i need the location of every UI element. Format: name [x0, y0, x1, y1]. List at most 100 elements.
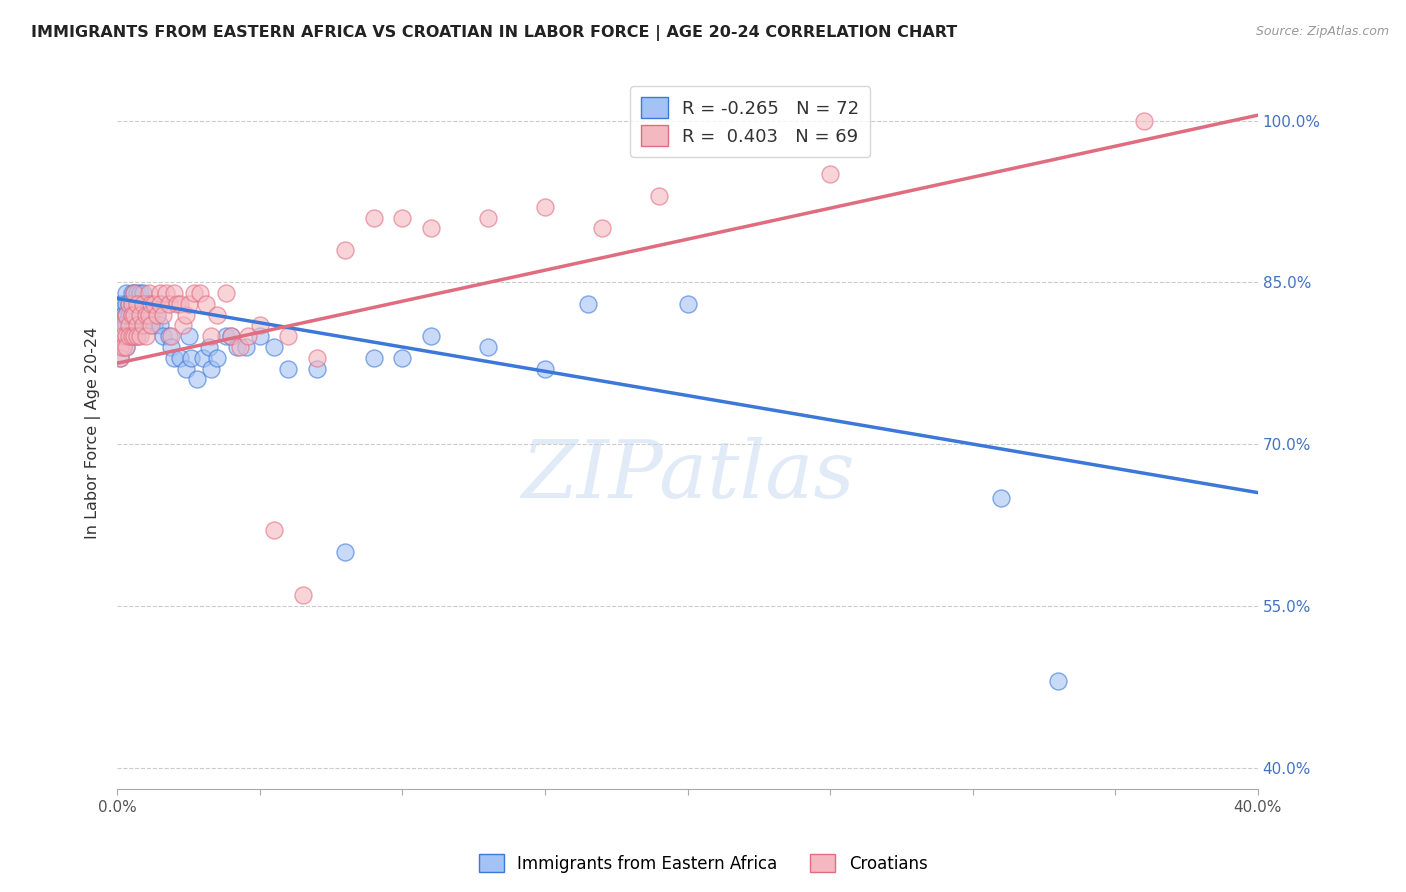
- Legend: Immigrants from Eastern Africa, Croatians: Immigrants from Eastern Africa, Croatian…: [472, 847, 934, 880]
- Point: [132, 318, 155, 333]
- Point: [108, 340, 131, 354]
- Point: [163, 286, 186, 301]
- Point: [127, 329, 149, 343]
- Point: [363, 351, 385, 365]
- Point: [114, 329, 136, 343]
- Point: [177, 329, 200, 343]
- Point: [143, 318, 166, 333]
- Point: [141, 308, 163, 322]
- Point: [180, 351, 202, 365]
- Point: [138, 297, 160, 311]
- Point: [127, 329, 149, 343]
- Point: [138, 318, 160, 333]
- Point: [118, 329, 141, 343]
- Point: [305, 361, 328, 376]
- Point: [391, 211, 413, 225]
- Point: [226, 340, 249, 354]
- Point: [363, 211, 385, 225]
- Point: [129, 308, 152, 322]
- Point: [648, 189, 671, 203]
- Point: [191, 351, 214, 365]
- Point: [186, 372, 208, 386]
- Point: [391, 351, 413, 365]
- Point: [114, 286, 136, 301]
- Point: [235, 340, 257, 354]
- Point: [114, 308, 136, 322]
- Point: [118, 329, 141, 343]
- Point: [135, 308, 157, 322]
- Point: [121, 286, 143, 301]
- Point: [111, 340, 134, 354]
- Point: [108, 329, 131, 343]
- Point: [335, 545, 357, 559]
- Point: [114, 340, 136, 354]
- Point: [188, 286, 211, 301]
- Point: [143, 297, 166, 311]
- Point: [118, 308, 141, 322]
- Point: [124, 318, 146, 333]
- Point: [108, 351, 131, 365]
- Point: [205, 351, 228, 365]
- Point: [169, 297, 191, 311]
- Point: [1047, 674, 1070, 689]
- Point: [477, 211, 499, 225]
- Text: ZIPatlas: ZIPatlas: [520, 437, 855, 515]
- Point: [111, 329, 134, 343]
- Point: [291, 588, 314, 602]
- Point: [174, 361, 197, 376]
- Point: [277, 361, 299, 376]
- Point: [205, 308, 228, 322]
- Text: IMMIGRANTS FROM EASTERN AFRICA VS CROATIAN IN LABOR FORCE | AGE 20-24 CORRELATIO: IMMIGRANTS FROM EASTERN AFRICA VS CROATI…: [31, 25, 957, 41]
- Point: [174, 308, 197, 322]
- Point: [419, 221, 441, 235]
- Point: [249, 329, 271, 343]
- Text: Source: ZipAtlas.com: Source: ZipAtlas.com: [1256, 25, 1389, 38]
- Point: [127, 318, 149, 333]
- Point: [200, 361, 222, 376]
- Point: [149, 286, 172, 301]
- Point: [576, 297, 599, 311]
- Point: [108, 351, 131, 365]
- Point: [121, 329, 143, 343]
- Point: [152, 329, 174, 343]
- Point: [146, 308, 169, 322]
- Point: [121, 329, 143, 343]
- Point: [591, 221, 613, 235]
- Point: [141, 297, 163, 311]
- Point: [157, 297, 180, 311]
- Point: [818, 168, 841, 182]
- Point: [111, 329, 134, 343]
- Point: [214, 329, 236, 343]
- Point: [160, 329, 183, 343]
- Point: [111, 340, 134, 354]
- Point: [121, 297, 143, 311]
- Point: [155, 286, 177, 301]
- Point: [124, 286, 146, 301]
- Point: [214, 286, 236, 301]
- Point: [127, 297, 149, 311]
- Point: [419, 329, 441, 343]
- Point: [221, 329, 243, 343]
- Point: [118, 318, 141, 333]
- Point: [129, 297, 152, 311]
- Point: [277, 329, 299, 343]
- Point: [152, 308, 174, 322]
- Point: [249, 318, 271, 333]
- Point: [127, 286, 149, 301]
- Point: [127, 297, 149, 311]
- Point: [263, 340, 285, 354]
- Point: [135, 329, 157, 343]
- Point: [229, 340, 252, 354]
- Point: [138, 286, 160, 301]
- Point: [114, 308, 136, 322]
- Point: [197, 340, 219, 354]
- Point: [132, 297, 155, 311]
- Point: [166, 297, 188, 311]
- Point: [149, 297, 172, 311]
- Point: [114, 318, 136, 333]
- Point: [157, 329, 180, 343]
- Point: [118, 297, 141, 311]
- Point: [221, 329, 243, 343]
- Point: [118, 297, 141, 311]
- Point: [132, 286, 155, 301]
